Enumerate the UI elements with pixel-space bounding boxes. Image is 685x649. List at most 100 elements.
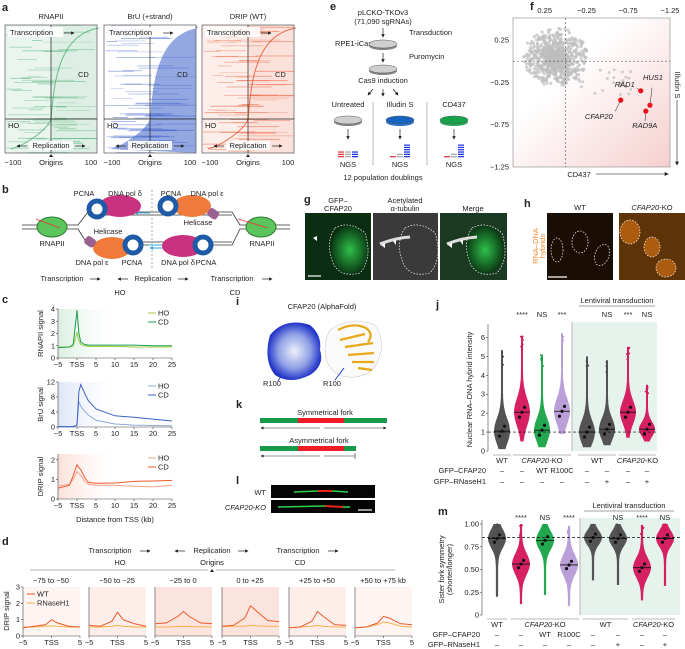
heatmap-streak [47,124,78,126]
ko-nucleus-signal [644,237,660,257]
x-tick-label: Origins [39,158,63,167]
replicate-mean-point [564,566,569,571]
gene-point [530,50,534,54]
transcription-label: Transcription [210,274,253,283]
r100-label: R100 [263,379,281,388]
heatmap-streak [44,50,69,52]
heatmap-streak [32,96,78,98]
heatmap-streak [238,138,281,140]
legend-label: CD [158,463,169,472]
y-tick-label: 4 [51,305,55,314]
replicate-mean-point [593,532,598,536]
sgrna-abundance-bar [352,153,358,155]
label-leader [649,87,653,106]
gene-point [560,64,564,68]
violin-3 [554,333,570,434]
heatmap-streak [54,117,67,119]
y-tick-label: 0 [16,632,20,641]
gene-point [607,71,611,75]
panel-label-g: g [304,194,311,206]
ngs-label: NGS [446,160,462,169]
replicate-mean-point [517,415,522,419]
gene-point [543,46,547,50]
sgrna-abundance-bar [390,156,396,158]
gene-point [537,56,541,60]
y-tick-label: −0.75 [490,120,509,129]
nucleus-outline [466,224,506,275]
sgrna-abundance-bar [345,156,351,158]
replicate-mean-point [516,566,521,570]
arrowhead-icon [393,240,396,245]
y-tick-label: 0.75 [464,542,479,551]
replicate-mean-point [642,562,647,566]
heatmap-streak [218,122,258,124]
origins-label: Origins [200,558,224,567]
x-tick-label: −100 [5,158,22,167]
background-shading [23,587,80,636]
gene-point [551,50,555,55]
pcna-ring [157,195,179,217]
heatmap-streak [22,50,78,52]
sorted-boundary [10,27,100,150]
significance-label: *** [624,310,633,319]
sgrna-abundance-bar [404,151,410,153]
pol-delta-label: DNA pol δ [161,258,195,267]
replicate-mean-point [640,566,644,570]
heatmap-streak [203,50,221,52]
gene-point [525,52,529,56]
heatmap-streak [58,128,76,130]
ho-label: HO [107,121,118,130]
gene-point [567,31,572,35]
outlier-point [617,531,620,534]
background-shading [58,454,121,499]
gene-point [549,81,553,85]
heatmap-streak [53,126,69,128]
y-tick-label: 0.50 [464,565,479,574]
significance-label: **** [636,513,648,522]
culture-dish-untreated [333,115,363,125]
heatmap-streak [114,124,162,126]
replicate-mean-point [605,427,609,431]
significance-label: *** [558,310,567,319]
hit-point-rad1 [638,88,644,94]
gene-point [525,57,530,61]
helicase-label: Helicase [184,218,213,227]
heatmap-streak [106,136,152,138]
replicate-mean-point [560,409,564,413]
heatmap-streak [9,46,32,48]
heatmap-streak [27,75,41,77]
group-label: CFAP20-KO [524,620,565,629]
outlier-point [586,363,589,366]
sgrna-abundance-bar [458,149,464,151]
gene-point [536,46,540,50]
gene-point [583,56,587,60]
hybrids-ylabel: RNA–DNA [531,228,540,264]
gfp-rnaseh1-value: + [663,640,668,649]
origin-marker-icon [210,569,214,572]
panel-c-xlabel: Distance from TSS (kb) [76,515,154,524]
background-shading [222,587,279,636]
x-tick-label: 100 [85,158,98,167]
panel-label-h: h [524,198,531,210]
outlier-point [494,526,497,528]
panel-label-k: k [236,399,243,411]
heatmap-streak [204,112,247,114]
gene-label: HUS1 [643,73,663,82]
heatmap-streak [104,105,153,107]
heatmap-streak [110,88,124,90]
heatmap-streak [119,113,163,115]
gene-point [567,45,572,50]
heatmap-streak [228,150,252,152]
helicase-top [207,208,220,220]
gene-point [527,59,531,63]
replicate-mean-point [562,404,567,408]
x-tick-label: 5 [410,638,414,647]
gene-point [551,41,555,45]
y-tick-label: 0.25 [464,588,479,597]
heatmap-streak [237,97,289,99]
puromycin-label: Puromycin [409,52,444,61]
gfp-rnaseh1-value: – [500,477,505,486]
label-bg [8,27,63,37]
heatmap-streak [203,131,256,133]
outlier-point [617,528,620,531]
